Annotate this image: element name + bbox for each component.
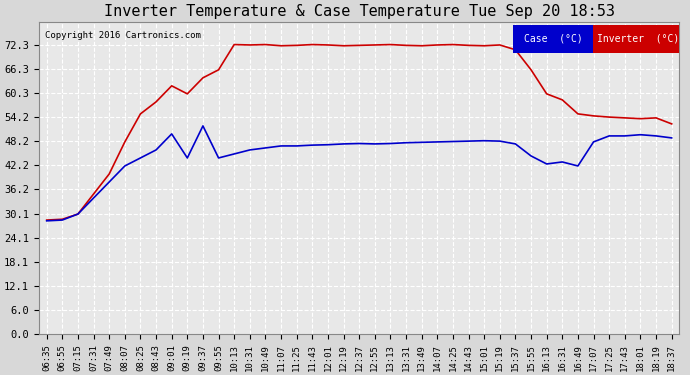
Text: Case  (°C): Case (°C) [524, 34, 582, 44]
FancyBboxPatch shape [513, 25, 593, 53]
Text: Inverter  (°C): Inverter (°C) [597, 34, 679, 44]
Text: Copyright 2016 Cartronics.com: Copyright 2016 Cartronics.com [46, 31, 201, 40]
Title: Inverter Temperature & Case Temperature Tue Sep 20 18:53: Inverter Temperature & Case Temperature … [104, 4, 615, 19]
FancyBboxPatch shape [593, 25, 682, 53]
